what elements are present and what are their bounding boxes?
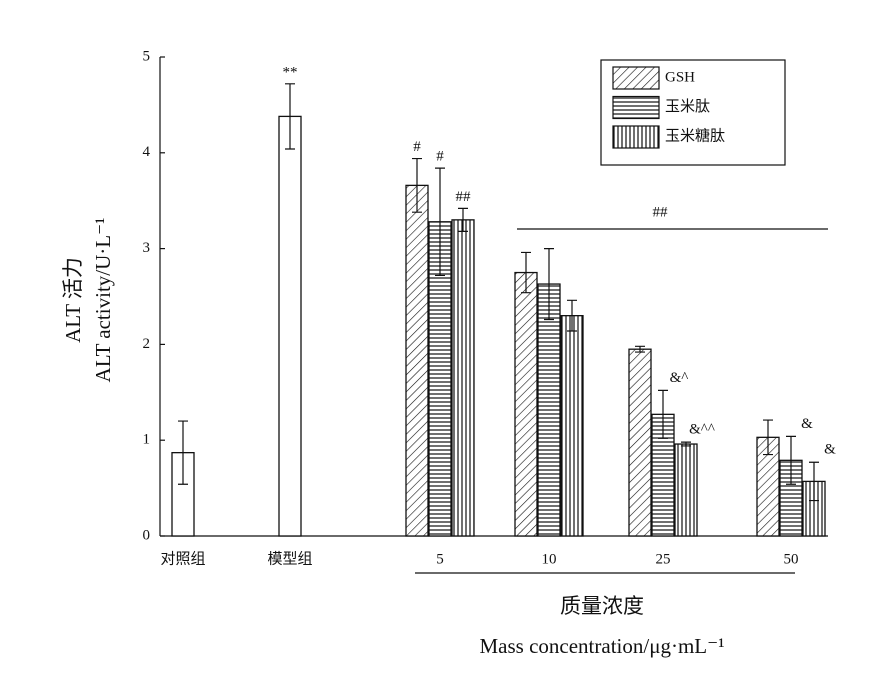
legend-swatch — [612, 66, 660, 90]
bar — [405, 184, 429, 537]
error-bar — [809, 461, 819, 502]
y-label: ALT 活力 — [61, 257, 85, 343]
y-tick-label: 4 — [143, 144, 151, 160]
legend-swatch — [612, 95, 660, 120]
x-tick-label: 对照组 — [160, 550, 205, 567]
error-bar — [458, 207, 468, 232]
bar — [451, 219, 475, 537]
group-annotation: ## — [653, 204, 669, 220]
x-tick-label: 模型组 — [267, 550, 312, 567]
y-tick-label: 2 — [143, 336, 151, 352]
annotation: # — [413, 139, 421, 155]
error-bar — [786, 435, 796, 485]
annotation: # — [436, 149, 444, 165]
x-tick-label: 25 — [656, 551, 671, 567]
x-tick-label: 10 — [542, 551, 557, 567]
annotation: &^ — [670, 370, 689, 386]
y-tick-label: 0 — [143, 527, 151, 543]
error-bar — [285, 83, 295, 150]
y-label: ALT activity/U·L⁻¹ — [91, 218, 115, 383]
y-tick-label: 3 — [143, 240, 151, 256]
bar — [537, 283, 561, 537]
bar — [560, 315, 584, 537]
error-bar — [412, 157, 422, 213]
error-bar — [435, 167, 445, 277]
y-tick-label: 5 — [143, 48, 151, 64]
error-bar — [567, 299, 577, 332]
annotation: ## — [456, 189, 472, 205]
annotation: ** — [283, 64, 298, 80]
x-label: Mass concentration/μg·mL⁻¹ — [480, 634, 725, 658]
legend-swatch — [612, 125, 660, 149]
error-bar — [681, 441, 691, 447]
bar — [674, 443, 698, 537]
error-bar — [178, 420, 188, 485]
legend-label: GSH — [665, 69, 695, 85]
bar — [278, 115, 302, 537]
bar — [628, 348, 652, 537]
error-bar — [635, 345, 645, 353]
x-label: 质量浓度 — [560, 594, 644, 618]
bar — [514, 271, 538, 537]
legend-label: 玉米肽 — [665, 98, 710, 115]
error-bar — [763, 419, 773, 456]
legend-label: 玉米糖肽 — [665, 127, 725, 144]
annotation: & — [801, 416, 813, 432]
error-bar — [521, 251, 531, 294]
y-tick-label: 1 — [143, 432, 151, 448]
error-bar — [658, 389, 668, 439]
annotation: &^^ — [689, 422, 715, 438]
x-tick-label: 50 — [784, 551, 799, 567]
error-bar — [544, 248, 554, 321]
annotation: & — [824, 442, 836, 458]
x-tick-label: 5 — [436, 551, 444, 567]
